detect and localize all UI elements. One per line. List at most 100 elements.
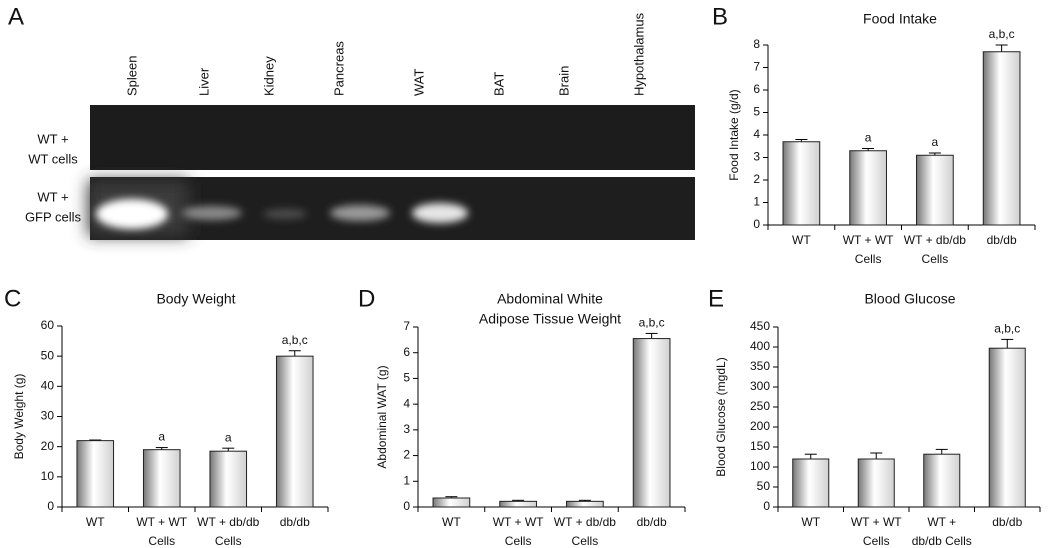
y-tick-label: 40	[41, 379, 55, 393]
row-label: WT cells	[28, 151, 78, 166]
lane-label: Brain	[556, 66, 571, 96]
lane-label: Kidney	[261, 56, 276, 96]
x-tick-label: WT + db/db	[904, 233, 966, 247]
y-tick-label: 300	[750, 379, 770, 393]
y-tick-label: 50	[757, 479, 771, 493]
chart-title: Blood Glucose	[864, 291, 955, 307]
y-tick-label: 4	[403, 396, 410, 410]
y-tick-label: 7	[753, 60, 760, 74]
bar	[792, 458, 830, 508]
panel-label: B	[712, 3, 728, 30]
y-tick-label: 450	[750, 319, 770, 333]
x-tick-label: WT	[792, 233, 811, 247]
panel-label: E	[708, 285, 724, 312]
bar	[432, 497, 471, 508]
x-tick-label: WT + WT	[493, 515, 544, 529]
y-tick-label: 20	[41, 439, 55, 453]
x-tick-label: Cells	[505, 534, 532, 548]
x-tick-label: Cells	[855, 252, 882, 266]
y-tick-label: 60	[41, 318, 55, 332]
x-tick-label: WT +	[927, 515, 956, 529]
y-axis-label: Body Weight (g)	[12, 374, 26, 460]
panel-label: D	[358, 285, 375, 312]
bar	[857, 458, 895, 508]
annotation: a	[932, 135, 939, 149]
x-tick-label: WT + WT	[851, 515, 902, 529]
y-tick-label: 400	[750, 339, 770, 353]
row-label: WT +	[37, 189, 68, 204]
y-tick-label: 1	[403, 473, 410, 487]
x-tick-label: db/db	[280, 515, 310, 529]
y-tick-label: 0	[47, 499, 54, 513]
x-tick-label: WT	[86, 515, 105, 529]
y-tick-label: 150	[750, 439, 770, 453]
x-tick-label: Cells	[922, 252, 949, 266]
gel-bands	[96, 199, 468, 229]
row-label: WT +	[37, 131, 68, 146]
annotation: a	[865, 131, 872, 145]
y-tick-label: 200	[750, 419, 770, 433]
y-tick-label: 0	[763, 499, 770, 513]
y-tick-label: 7	[403, 319, 410, 333]
annotation: a,b,c	[994, 322, 1020, 336]
bar	[275, 355, 314, 508]
y-tick-label: 5	[403, 371, 410, 385]
y-tick-label: 10	[41, 469, 55, 483]
y-tick-label: 6	[403, 345, 410, 359]
x-tick-label: WT	[442, 515, 461, 529]
x-tick-label: Cells	[215, 534, 242, 548]
bar	[566, 500, 604, 508]
chart-title: Adipose Tissue Weight	[479, 311, 621, 327]
y-tick-label: 3	[753, 150, 760, 164]
lane-label: Hypothalamus	[631, 12, 646, 96]
bar	[923, 453, 961, 508]
y-axis-label: Blood Glucose (mgdL)	[714, 357, 728, 476]
x-tick-label: db/db	[637, 515, 667, 529]
y-tick-label: 1	[753, 195, 760, 209]
x-tick-label: Cells	[572, 534, 599, 548]
lane-label: Spleen	[124, 56, 139, 96]
lane-label: Pancreas	[331, 41, 346, 96]
gel-panel	[88, 105, 695, 240]
annotation: a,b,c	[989, 27, 1015, 41]
x-tick-label: WT + db/db	[197, 515, 259, 529]
y-axis-label: Abdominal WAT (g)	[375, 365, 389, 468]
annotation: a	[225, 430, 232, 444]
x-tick-label: db/db	[987, 233, 1017, 247]
y-tick-label: 50	[41, 348, 55, 362]
annotation: a,b,c	[639, 316, 665, 330]
x-tick-label: WT + db/db	[554, 515, 616, 529]
x-tick-label: WT + WT	[136, 515, 187, 529]
annotation: a	[158, 430, 165, 444]
annotation: a,b,c	[282, 333, 308, 347]
bar	[916, 154, 954, 226]
y-tick-label: 0	[403, 499, 410, 513]
y-tick-label: 4	[753, 127, 760, 141]
lane-label: Liver	[196, 67, 211, 96]
x-tick-label: db/db Cells	[912, 534, 972, 548]
bar	[76, 440, 115, 508]
y-tick-label: 5	[753, 105, 760, 119]
row-label: GFP cells	[25, 209, 82, 224]
bar	[499, 500, 537, 508]
y-tick-label: 350	[750, 359, 770, 373]
y-tick-label: 6	[753, 82, 760, 96]
chart-title: Abdominal White	[497, 291, 603, 307]
bar	[782, 141, 821, 226]
gel-strip	[90, 105, 695, 170]
y-tick-label: 250	[750, 399, 770, 413]
bar	[142, 449, 181, 508]
y-tick-label: 2	[753, 172, 760, 186]
bar	[982, 51, 1021, 226]
x-tick-label: WT + WT	[843, 233, 894, 247]
lane-label: WAT	[411, 69, 426, 96]
x-tick-label: db/db	[992, 515, 1022, 529]
chart-title: Body Weight	[156, 291, 235, 307]
lane-label: BAT	[491, 72, 506, 96]
x-tick-label: WT	[801, 515, 820, 529]
y-tick-label: 8	[753, 37, 760, 51]
bar	[849, 150, 887, 226]
x-tick-label: Cells	[863, 534, 890, 548]
y-tick-label: 0	[753, 217, 760, 231]
